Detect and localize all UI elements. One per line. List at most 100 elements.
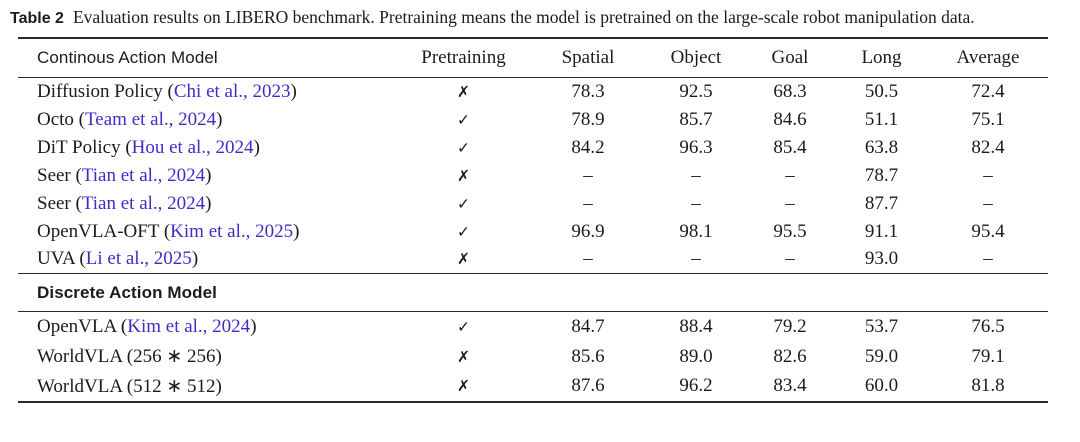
- cross-icon: ✗: [457, 166, 470, 185]
- table-caption-text: Evaluation results on LIBERO benchmark. …: [72, 7, 975, 27]
- metric-value: 78.3: [571, 80, 605, 102]
- metric-value: –: [785, 192, 795, 214]
- section-header-row: Discrete Action Model: [18, 273, 1048, 312]
- metric-value: 75.1: [971, 108, 1005, 130]
- table-row-dit-policy: DiT Policy (Hou et al., 2024) ✓ 84.2 96.…: [18, 134, 1048, 162]
- metric-value: 93.0: [864, 248, 899, 270]
- cross-icon: ✗: [457, 377, 470, 395]
- metric-value: 53.7: [864, 315, 899, 337]
- table-caption: Table 2 Evaluation results on LIBERO benc…: [0, 0, 1062, 30]
- metric-value: 84.7: [571, 315, 605, 337]
- metric-value: 92.5: [679, 80, 713, 102]
- metric-value: 96.2: [679, 375, 713, 396]
- metric-value: –: [785, 248, 795, 270]
- metric-value: 78.9: [571, 108, 605, 130]
- metric-value: 85.6: [571, 345, 605, 367]
- results-table: Continous Action Model Pretraining Spati…: [18, 37, 1048, 403]
- citation-link[interactable]: Kim et al., 2024: [127, 315, 251, 337]
- metric-value: 78.7: [864, 164, 899, 186]
- table-header-row: Continous Action Model Pretraining Spati…: [18, 37, 1048, 78]
- model-name: Diffusion Policy (Chi et al., 2023): [37, 80, 297, 102]
- metric-value: –: [583, 192, 593, 214]
- citation-link[interactable]: Tian et al., 2024: [81, 192, 206, 214]
- metric-value: 81.8: [971, 375, 1005, 396]
- metric-value: 79.2: [773, 315, 807, 337]
- metric-value: –: [983, 164, 993, 186]
- metric-value: –: [691, 192, 701, 214]
- cross-icon: ✗: [457, 250, 470, 269]
- citation-link[interactable]: Tian et al., 2024: [81, 164, 206, 186]
- metric-value: 85.4: [773, 136, 807, 158]
- column-header-average: Average: [956, 46, 1020, 68]
- table-row-worldvla-512: WorldVLA (512 ∗ 512) ✗ 87.6 96.2 83.4 60…: [18, 372, 1048, 402]
- metric-value: –: [583, 248, 593, 270]
- check-icon: ✓: [457, 138, 470, 157]
- model-name: WorldVLA (512 ∗ 512): [37, 375, 222, 397]
- table-row-openvla-oft: OpenVLA-OFT (Kim et al., 2025) ✓ 96.9 98…: [18, 218, 1048, 246]
- cross-icon: ✗: [457, 82, 470, 101]
- model-name: Seer (Tian et al., 2024): [37, 192, 212, 214]
- cross-icon: ✗: [457, 347, 470, 366]
- column-header-spatial: Spatial: [561, 46, 615, 68]
- metric-value: 79.1: [971, 345, 1005, 367]
- metric-value: 82.6: [773, 345, 807, 367]
- column-header-long: Long: [861, 46, 902, 68]
- metric-value: –: [983, 248, 993, 270]
- metric-value: –: [691, 248, 701, 270]
- metric-value: –: [983, 192, 993, 214]
- metric-value: 88.4: [679, 315, 713, 337]
- check-icon: ✓: [457, 110, 470, 129]
- table-row-diffusion-policy: Diffusion Policy (Chi et al., 2023) ✗ 78…: [18, 78, 1048, 106]
- column-header-model: Continous Action Model: [37, 47, 218, 67]
- citation-link[interactable]: Hou et al., 2024: [131, 136, 254, 158]
- metric-value: 91.1: [864, 220, 899, 242]
- model-name: OpenVLA-OFT (Kim et al., 2025): [37, 220, 300, 242]
- check-icon: ✓: [457, 194, 470, 213]
- metric-value: 85.7: [679, 108, 713, 130]
- metric-value: 63.8: [864, 136, 899, 158]
- metric-value: 87.6: [571, 375, 605, 396]
- metric-value: 82.4: [971, 136, 1005, 158]
- metric-value: 76.5: [971, 315, 1005, 337]
- citation-link[interactable]: Kim et al., 2025: [170, 220, 294, 242]
- table-row-seer-scratch: Seer (Tian et al., 2024) ✗ – – – 78.7 –: [18, 162, 1048, 190]
- column-header-object: Object: [670, 46, 722, 68]
- metric-value: 59.0: [864, 345, 899, 367]
- metric-value: 96.3: [679, 136, 713, 158]
- metric-value: 87.7: [864, 192, 899, 214]
- citation-link[interactable]: Li et al., 2025: [85, 248, 192, 270]
- model-name: Seer (Tian et al., 2024): [37, 164, 212, 186]
- table-row-octo: Octo (Team et al., 2024) ✓ 78.9 85.7 84.…: [18, 106, 1048, 134]
- model-name: Octo (Team et al., 2024): [37, 108, 223, 130]
- metric-value: 84.6: [773, 108, 807, 130]
- column-header-goal: Goal: [771, 46, 809, 68]
- check-icon: ✓: [457, 222, 470, 241]
- metric-value: 89.0: [679, 345, 713, 367]
- metric-value: –: [785, 164, 795, 186]
- model-name: WorldVLA (256 ∗ 256): [37, 346, 222, 367]
- check-icon: ✓: [457, 317, 470, 336]
- citation-link[interactable]: Team et al., 2024: [85, 108, 217, 130]
- metric-value: 60.0: [864, 375, 899, 396]
- table-row-uva: UVA (Li et al., 2025) ✗ – – – 93.0 –: [18, 246, 1048, 274]
- model-name: OpenVLA (Kim et al., 2024): [37, 315, 257, 337]
- metric-value: 84.2: [571, 136, 605, 158]
- metric-value: 68.3: [773, 80, 807, 102]
- column-header-pretraining: Pretraining: [421, 46, 506, 68]
- metric-value: 95.4: [971, 220, 1005, 242]
- metric-value: 98.1: [679, 220, 713, 242]
- metric-value: 95.5: [773, 220, 807, 242]
- citation-link[interactable]: Chi et al., 2023: [173, 80, 291, 102]
- metric-value: 96.9: [571, 220, 605, 242]
- metric-value: 72.4: [971, 80, 1005, 102]
- model-name: DiT Policy (Hou et al., 2024): [37, 136, 260, 158]
- metric-value: 51.1: [864, 108, 899, 130]
- model-name: UVA (Li et al., 2025): [37, 248, 199, 270]
- table-row-openvla: OpenVLA (Kim et al., 2024) ✓ 84.7 88.4 7…: [18, 312, 1048, 342]
- metric-value: –: [691, 164, 701, 186]
- table-row-worldvla-256: WorldVLA (256 ∗ 256) ✗ 85.6 89.0 82.6 59…: [18, 342, 1048, 372]
- metric-value: 50.5: [864, 80, 899, 102]
- table-caption-label: Table 2: [10, 10, 64, 27]
- table-row-seer-pretrained: Seer (Tian et al., 2024) ✓ – – – 87.7 –: [18, 190, 1048, 218]
